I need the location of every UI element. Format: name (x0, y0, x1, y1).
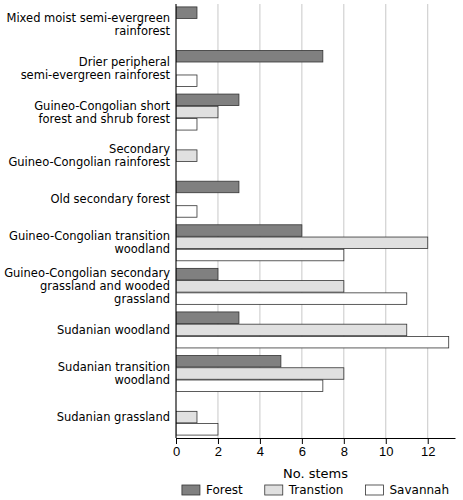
bar (176, 75, 197, 87)
bars (176, 7, 449, 435)
chart: 0 2 4 6 8 10 12 No. stems Mixed moist semi-everg… (0, 0, 463, 500)
legend-item: Savannah (365, 483, 449, 497)
tick-label: 8 (341, 444, 348, 459)
grid-line (427, 4, 428, 438)
tick-label: 6 (299, 444, 306, 459)
bar (176, 293, 407, 305)
category-label: Sudanian transitionwoodland (58, 360, 170, 387)
bar (176, 249, 344, 261)
bar (176, 424, 218, 436)
tick: 12 (421, 438, 435, 459)
tick-label: 12 (421, 444, 435, 459)
legend-swatch (182, 485, 200, 495)
legend-item: Transtion (265, 483, 344, 497)
legend-label: Savannah (389, 483, 449, 497)
y-labels: Mixed moist semi-evergreenrainforest Drie… (4, 11, 170, 424)
axis-line (176, 4, 177, 438)
series (176, 106, 428, 423)
bar (176, 237, 428, 249)
bar (176, 50, 323, 62)
x-axis: 0 2 4 6 8 10 12 (173, 438, 456, 459)
tick-mark (218, 438, 219, 444)
tick: 4 (257, 438, 264, 459)
plot: 0 2 4 6 8 10 12 (173, 4, 456, 459)
tick-mark (176, 438, 177, 444)
category-label: Guineo-Congolian shortforest and shrub f… (34, 99, 170, 126)
tick-mark (428, 438, 429, 444)
tick: 2 (215, 438, 222, 459)
bar (176, 7, 197, 19)
category-label: Drier peripheralsemi-evergreen rainfores… (21, 55, 171, 82)
legend-item: Forest (182, 483, 243, 497)
bar (176, 356, 281, 368)
bar (176, 225, 302, 237)
tick-mark (344, 438, 345, 444)
legend-swatch (365, 485, 383, 495)
bar (176, 106, 218, 118)
category-label: Sudanian woodland (57, 323, 170, 337)
tick: 6 (299, 438, 306, 459)
legend-label: Forest (206, 483, 243, 497)
legend: Forest Transtion Savannah (182, 483, 449, 497)
legend-swatch (265, 485, 283, 495)
bar (176, 336, 449, 348)
category-label: SecondaryGuineo-Congolian rainforest (8, 142, 170, 169)
grid (176, 4, 428, 438)
tick-mark (260, 438, 261, 444)
category-label: Guineo-Congolian transitionwoodland (9, 229, 170, 256)
bar (176, 324, 407, 336)
tick-label: 4 (257, 444, 264, 459)
bar (176, 94, 239, 106)
tick: 10 (379, 438, 393, 459)
category-label: Guineo-Congolian secondarygrassland and … (4, 266, 170, 306)
tick-mark (302, 438, 303, 444)
bar (176, 411, 197, 423)
axis-title: No. stems (283, 466, 348, 481)
bar (176, 368, 344, 380)
tick-mark (386, 438, 387, 444)
bar (176, 119, 197, 131)
bar (176, 281, 344, 293)
tick-label: 0 (173, 444, 180, 459)
series (176, 7, 323, 367)
tick-label: 10 (379, 444, 393, 459)
bar (176, 312, 239, 324)
tick: 8 (341, 438, 348, 459)
bar (176, 181, 239, 193)
grid-line (385, 4, 386, 438)
bar (176, 150, 197, 162)
bar (176, 380, 323, 392)
bar (176, 206, 197, 218)
legend-label: Transtion (288, 483, 344, 497)
grid-line (176, 4, 177, 438)
category-label: Sudanian grassland (57, 410, 170, 424)
category-label: Old secondary forest (50, 192, 170, 206)
tick-label: 2 (215, 444, 222, 459)
series (176, 75, 449, 435)
bar (176, 268, 218, 280)
tick: 0 (173, 438, 180, 459)
category-label: Mixed moist semi-evergreenrainforest (7, 11, 171, 38)
